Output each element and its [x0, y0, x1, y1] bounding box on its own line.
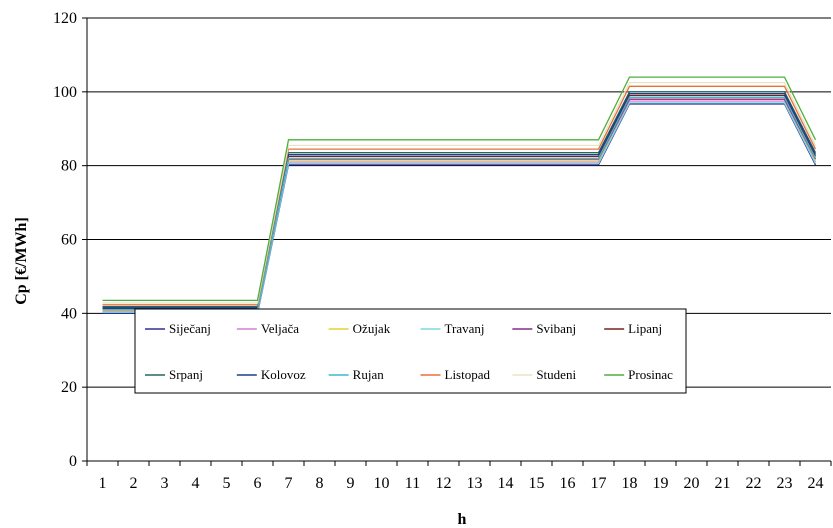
series-lines — [102, 76, 817, 314]
x-tick-label: 12 — [436, 475, 452, 492]
x-tick-label: 17 — [591, 475, 607, 492]
series-line — [102, 98, 817, 311]
legend-label: Ožujak — [353, 321, 391, 336]
series-line — [102, 85, 817, 306]
x-tick-label: 15 — [529, 475, 545, 492]
legend-label: Travanj — [445, 321, 485, 336]
x-tick-label: 23 — [777, 475, 793, 492]
series-line — [102, 100, 817, 313]
y-tick-label: 20 — [61, 379, 77, 396]
x-tick-label: 4 — [192, 475, 200, 492]
series-line — [102, 98, 817, 312]
x-tick-label: 16 — [560, 475, 576, 492]
series-line — [102, 81, 817, 304]
legend-label: Prosinac — [628, 367, 673, 382]
x-tick-label: 9 — [347, 475, 355, 492]
y-tick-label: 60 — [61, 232, 77, 249]
series-line — [102, 94, 817, 310]
series-line — [102, 91, 817, 308]
legend-box — [134, 308, 687, 394]
x-tick-label: 10 — [374, 475, 390, 492]
x-tick-label: 22 — [746, 475, 762, 492]
x-tick-label: 5 — [223, 475, 231, 492]
series-line — [102, 76, 817, 302]
x-tick-label: 14 — [498, 475, 514, 492]
x-axis-ticks: 1 2 3 4 5 6 7 8 9 10 11 12 13 14 15 16 17 18 19 20 21 22 23 24 — [86, 461, 832, 492]
legend-label: Kolovoz — [261, 367, 306, 382]
x-tick-label: 1 — [99, 475, 107, 492]
x-tick-label: 2 — [130, 475, 138, 492]
y-tick-label: 80 — [61, 158, 77, 175]
x-tick-label: 20 — [684, 475, 700, 492]
series-line — [102, 93, 817, 309]
x-tick-label: 3 — [161, 475, 169, 492]
legend: Siječanj Veljača Ožujak Travanj Svibanj Lipan… — [134, 308, 687, 394]
y-tick-label: 100 — [53, 84, 77, 101]
x-tick-label: 18 — [622, 475, 638, 492]
y-axis-ticks: 0 20 40 60 80 100 120 — [53, 10, 87, 470]
legend-label: Lipanj — [628, 321, 662, 336]
x-tick-label: 7 — [285, 475, 293, 492]
legend-label: Listopad — [445, 367, 491, 382]
series-line — [102, 103, 817, 314]
x-tick-label: 21 — [715, 475, 731, 492]
legend-label: Siječanj — [169, 321, 211, 336]
y-tick-label: 40 — [61, 305, 77, 322]
x-tick-label: 13 — [467, 475, 483, 492]
series-line — [102, 96, 817, 311]
x-tick-label: 24 — [808, 475, 824, 492]
legend-label: Studeni — [536, 367, 576, 382]
y-axis-title: Cp [€/MWh] — [13, 217, 30, 305]
x-tick-label: 6 — [254, 475, 262, 492]
x-tick-label: 8 — [316, 475, 324, 492]
x-tick-label: 19 — [653, 475, 669, 492]
y-tick-label: 120 — [53, 10, 77, 27]
legend-label: Svibanj — [536, 321, 576, 336]
legend-label: Rujan — [353, 367, 385, 382]
series-line — [102, 102, 817, 313]
x-tick-label: 11 — [405, 475, 420, 492]
y-tick-label: 0 — [69, 453, 77, 470]
legend-label: Srpanj — [169, 367, 203, 382]
legend-label: Veljača — [261, 321, 299, 336]
x-axis-title: h — [458, 511, 467, 528]
